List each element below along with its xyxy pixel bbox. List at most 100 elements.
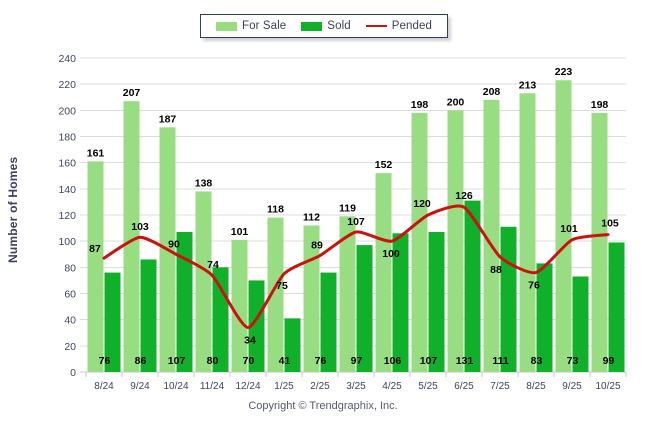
for-sale-value-label: 161 xyxy=(87,147,105,159)
sold-value-label: 41 xyxy=(279,355,291,367)
legend-item-pended: Pended xyxy=(365,20,432,32)
sold-value-label: 107 xyxy=(168,355,186,367)
pended-value-label: 34 xyxy=(244,335,256,347)
x-tick-label: 8/24 xyxy=(94,381,114,392)
for-sale-value-label: 152 xyxy=(375,159,393,171)
y-tick-label: 0 xyxy=(70,367,76,379)
for-sale-value-label: 207 xyxy=(123,87,141,99)
y-axis-tick-labels: 0 20 40 60 80 100 120 140 160 180 200 220 240 xyxy=(58,53,76,379)
bar-sold xyxy=(500,226,517,372)
pended-value-label: 107 xyxy=(347,216,365,228)
pended-value-label: 126 xyxy=(455,190,473,202)
sold-value-label: 83 xyxy=(531,355,543,367)
pended-value-label: 101 xyxy=(560,223,578,235)
sold-value-label: 80 xyxy=(207,355,219,367)
x-axis-tick-labels: 8/24 9/24 10/24 11/24 12/24 1/25 2/25 3/25 4/25 5… xyxy=(85,372,627,392)
sold-value-label: 131 xyxy=(456,355,474,367)
bar-sold xyxy=(536,263,553,372)
for-sale-value-label: 223 xyxy=(555,66,573,78)
y-tick-label: 160 xyxy=(58,158,76,170)
y-tick-label: 40 xyxy=(64,315,76,327)
for-sale-value-label: 119 xyxy=(339,202,356,214)
pended-value-label: 103 xyxy=(131,221,149,233)
bar-for-sale xyxy=(483,99,500,372)
y-tick-label: 120 xyxy=(58,210,76,222)
sold-value-label: 97 xyxy=(351,355,363,367)
bar-for-sale xyxy=(267,217,284,372)
bar-for-sale xyxy=(591,112,608,372)
x-tick-label: 10/25 xyxy=(595,381,620,392)
for-sale-value-label: 208 xyxy=(483,86,501,98)
bar-sold xyxy=(320,272,337,372)
bar-value-labels: 161 76 207 86 187 107 138 80 101 70 118 41 112 76 119 9… xyxy=(87,66,615,367)
y-tick-label: 200 xyxy=(58,105,76,117)
bar-sold xyxy=(248,280,265,372)
for-sale-value-label: 213 xyxy=(519,79,537,91)
for-sale-value-label: 112 xyxy=(303,211,320,223)
x-tick-label: 2/25 xyxy=(310,381,330,392)
x-tick-label: 9/24 xyxy=(130,381,150,392)
bar-sold xyxy=(608,242,625,372)
pended-value-label: 100 xyxy=(382,248,400,260)
chart-legend: For Sale Sold Pended xyxy=(200,14,448,38)
x-tick-label: 12/24 xyxy=(235,381,260,392)
bar-sold xyxy=(104,272,121,372)
for-sale-value-label: 118 xyxy=(267,204,284,216)
bar-sold xyxy=(392,233,409,372)
for-sale-value-label: 198 xyxy=(591,99,609,111)
pended-line-series xyxy=(102,204,610,330)
pended-value-label: 74 xyxy=(207,259,219,271)
legend-label-for-sale: For Sale xyxy=(242,20,287,32)
y-tick-label: 60 xyxy=(64,289,76,301)
x-tick-label: 3/25 xyxy=(346,381,366,392)
y-tick-label: 100 xyxy=(58,236,76,248)
pended-value-label: 76 xyxy=(528,280,540,292)
legend-item-for-sale: For Sale xyxy=(216,20,286,32)
pended-value-label: 105 xyxy=(601,218,619,230)
for-sale-value-label: 198 xyxy=(411,99,429,111)
sold-value-label: 106 xyxy=(384,355,402,367)
sold-value-label: 73 xyxy=(567,355,579,367)
bar-sold xyxy=(428,232,445,372)
sold-value-label: 107 xyxy=(420,355,438,367)
x-tick-label: 10/24 xyxy=(163,381,188,392)
bar-sold xyxy=(572,276,589,372)
legend-label-pended: Pended xyxy=(391,20,432,32)
bar-for-sale xyxy=(519,93,536,372)
x-tick-label: 4/25 xyxy=(382,381,402,392)
bar-for-sale xyxy=(123,101,140,373)
for-sale-value-label: 138 xyxy=(195,177,213,189)
x-tick-label: 9/25 xyxy=(562,381,582,392)
bar-for-sale xyxy=(375,173,392,372)
bar-for-sale xyxy=(447,110,464,372)
bar-for-sale xyxy=(339,216,356,372)
bar-sold xyxy=(356,245,373,372)
y-tick-label: 240 xyxy=(58,53,76,65)
x-tick-label: 7/25 xyxy=(490,381,510,392)
pended-value-label: 88 xyxy=(490,264,502,276)
copyright-notice: Copyright © Trendgraphix, Inc. xyxy=(248,400,398,412)
x-tick-label: 8/25 xyxy=(526,381,546,392)
y-tick-label: 140 xyxy=(58,184,76,196)
sold-value-label: 76 xyxy=(99,355,111,367)
y-tick-label: 20 xyxy=(64,341,76,353)
pended-value-label: 120 xyxy=(413,198,431,210)
x-tick-label: 11/24 xyxy=(200,381,225,392)
bar-for-sale xyxy=(87,161,104,372)
y-tick-label: 220 xyxy=(58,79,76,91)
bar-for-sale xyxy=(411,112,428,372)
pended-value-label: 90 xyxy=(168,238,180,250)
pended-value-label: 75 xyxy=(276,280,288,292)
sold-value-label: 111 xyxy=(492,355,509,367)
bars xyxy=(87,80,625,373)
pended-value-label: 89 xyxy=(311,240,323,252)
bar-sold xyxy=(464,200,481,372)
pended-line-path xyxy=(102,204,610,330)
bar-for-sale xyxy=(555,80,572,372)
sold-value-label: 86 xyxy=(135,355,147,367)
legend-item-sold: Sold xyxy=(301,20,351,32)
bar-sold xyxy=(284,318,301,372)
x-tick-label: 1/25 xyxy=(274,381,294,392)
